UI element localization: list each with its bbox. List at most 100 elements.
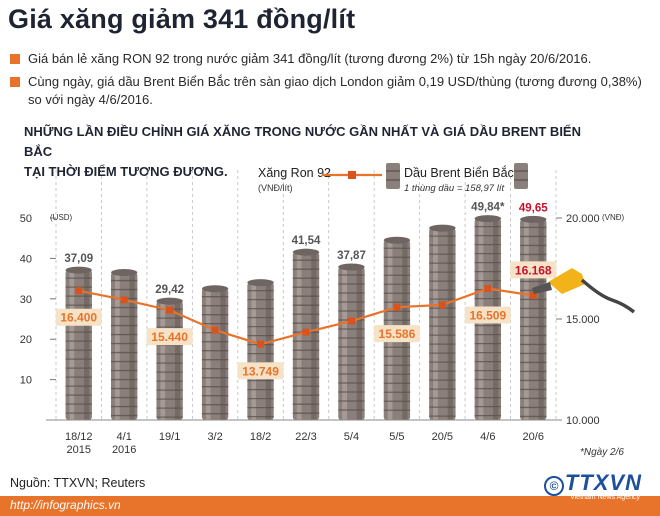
gas-price-point [529, 291, 537, 299]
oil-barrel-highlight [160, 301, 166, 420]
x-tick-label: 4/6 [480, 431, 495, 443]
oil-barrel-shadow [265, 282, 272, 420]
oil-bar [111, 269, 138, 420]
x-tick-label: 5/4 [344, 431, 359, 443]
oil-barrel-shadow [447, 228, 453, 420]
gas-label-box [237, 362, 284, 380]
legend-oil-name: Dầu Brent Biển Bắc [404, 165, 514, 180]
x-tick-label: 18/12 [65, 431, 93, 443]
nozzle-spout [532, 282, 552, 294]
gas-price-point [302, 328, 310, 336]
page-title: Giá xăng giảm 341 đồng/lít [8, 4, 356, 34]
oil-barrel-top [520, 215, 547, 223]
chart-heading-line: NHỮNG LẦN ĐIỀU CHỈNH GIÁ XĂNG TRONG NƯỚC… [24, 124, 581, 159]
oil-barrel-shadow [356, 267, 362, 420]
legend-barrel-body [386, 163, 400, 189]
copyright-icon: © [544, 476, 564, 496]
oil-bar: 37,09 [64, 253, 93, 420]
chart-footnote: *Ngày 2/6 [580, 447, 624, 458]
bullet-square-icon [10, 77, 20, 87]
oil-barrel-shadow [220, 288, 226, 420]
x-tick-label: 18/2 [250, 431, 271, 443]
oil-value-label: 49,84* [471, 202, 505, 214]
x-tick-label: 4/1 [117, 431, 132, 443]
oil-barrel-highlight [524, 219, 529, 420]
gas-label-box [55, 308, 102, 326]
left-tick-label: 10 [20, 375, 32, 387]
right-axis-unit: (VNĐ) [602, 213, 625, 222]
oil-bar: 37,87 [337, 250, 366, 420]
oil-value-label: 37,87 [337, 250, 366, 262]
oil-bar [429, 224, 456, 420]
nozzle-handle [548, 268, 585, 294]
source-note: Nguồn: TTXVN; Reuters [10, 476, 146, 490]
oil-barrel-top [429, 224, 456, 232]
x-tick-label: 20/5 [432, 431, 453, 443]
oil-bar: 29,42 [155, 284, 184, 420]
oil-barrel-shadow [538, 219, 544, 420]
oil-value-label: 37,09 [64, 253, 93, 265]
oil-barrel-highlight [205, 288, 211, 420]
oil-barrel-top [111, 269, 138, 277]
gas-price-point [257, 340, 265, 348]
bullet-text: Cùng ngày, giá dầu Brent Biển Bắc trên s… [28, 74, 642, 107]
gas-price-point [166, 306, 174, 314]
gas-label-box [146, 328, 193, 346]
website-link[interactable]: http://infographics.vn [10, 498, 121, 512]
legend-oil-barrel-icon [514, 163, 528, 189]
oil-barrel-top [247, 279, 274, 287]
legend-gas-marker [348, 171, 356, 179]
left-axis-unit: (USD) [50, 213, 73, 222]
gas-price-point [211, 326, 219, 334]
legend-gas-unit: (VNĐ/lít) [258, 183, 293, 193]
gas-value-label: 13.749 [242, 364, 279, 378]
bullet-text: Giá bán lẻ xăng RON 92 trong nước giảm 3… [28, 51, 592, 66]
oil-barrel-top [292, 248, 320, 256]
x-tick-label: 5/5 [389, 431, 404, 443]
oil-barrel-highlight [296, 252, 302, 420]
oil-barrel-shadow [129, 272, 135, 420]
gas-price-point [484, 285, 492, 293]
oil-barrel-highlight [251, 282, 257, 420]
right-tick-label: 10.000 [566, 415, 600, 427]
gas-value-label: 15.440 [151, 330, 188, 344]
oil-barrel-shadow [311, 252, 317, 420]
left-tick-label: 40 [20, 253, 32, 265]
summary-bullets: Giá bán lẻ xăng RON 92 trong nước giảm 3… [10, 50, 650, 114]
gas-value-label: 16.168 [515, 263, 552, 277]
oil-barrel-top [201, 285, 229, 293]
oil-barrel-top [156, 297, 183, 305]
fuel-nozzle-icon [532, 268, 636, 314]
oil-barrel-highlight [69, 270, 75, 420]
gas-value-label: 16.400 [60, 311, 97, 325]
legend-barrel-body [514, 163, 528, 189]
footer-bar [0, 496, 660, 516]
oil-barrel-top [65, 266, 92, 274]
x-tick-label: 3/2 [207, 431, 222, 443]
gas-value-label: 15.586 [379, 327, 416, 341]
logo-subtitle: Vietnam News Agency [570, 494, 640, 501]
x-tick-label: 20/6 [523, 431, 544, 443]
gas-price-point [120, 296, 128, 304]
x-tick-label: 2015 [66, 444, 90, 456]
bullet-item: Giá bán lẻ xăng RON 92 trong nước giảm 3… [10, 50, 650, 68]
legend-oil-barrel-icon [386, 163, 400, 189]
fuel-hose [580, 278, 636, 314]
x-tick-label: 2016 [112, 444, 136, 456]
bullet-item: Cùng ngày, giá dầu Brent Biển Bắc trên s… [10, 73, 650, 109]
gas-price-point [347, 317, 355, 325]
oil-barrel-highlight [433, 228, 438, 420]
gas-label-box [373, 325, 420, 343]
oil-value-label: 49,65 [519, 202, 548, 214]
oil-barrel-highlight [114, 272, 120, 420]
gas-label-box [464, 306, 511, 324]
right-tick-label: 20.000 [566, 213, 600, 225]
oil-bar: 41,54 [292, 235, 321, 420]
oil-barrel-top [383, 236, 411, 244]
bullet-square-icon [10, 54, 20, 64]
legend-gas-name: Xăng Ron 92 [258, 166, 331, 180]
gas-price-point [438, 301, 446, 309]
x-tick-label: 22/3 [295, 431, 316, 443]
oil-bar [247, 279, 274, 420]
